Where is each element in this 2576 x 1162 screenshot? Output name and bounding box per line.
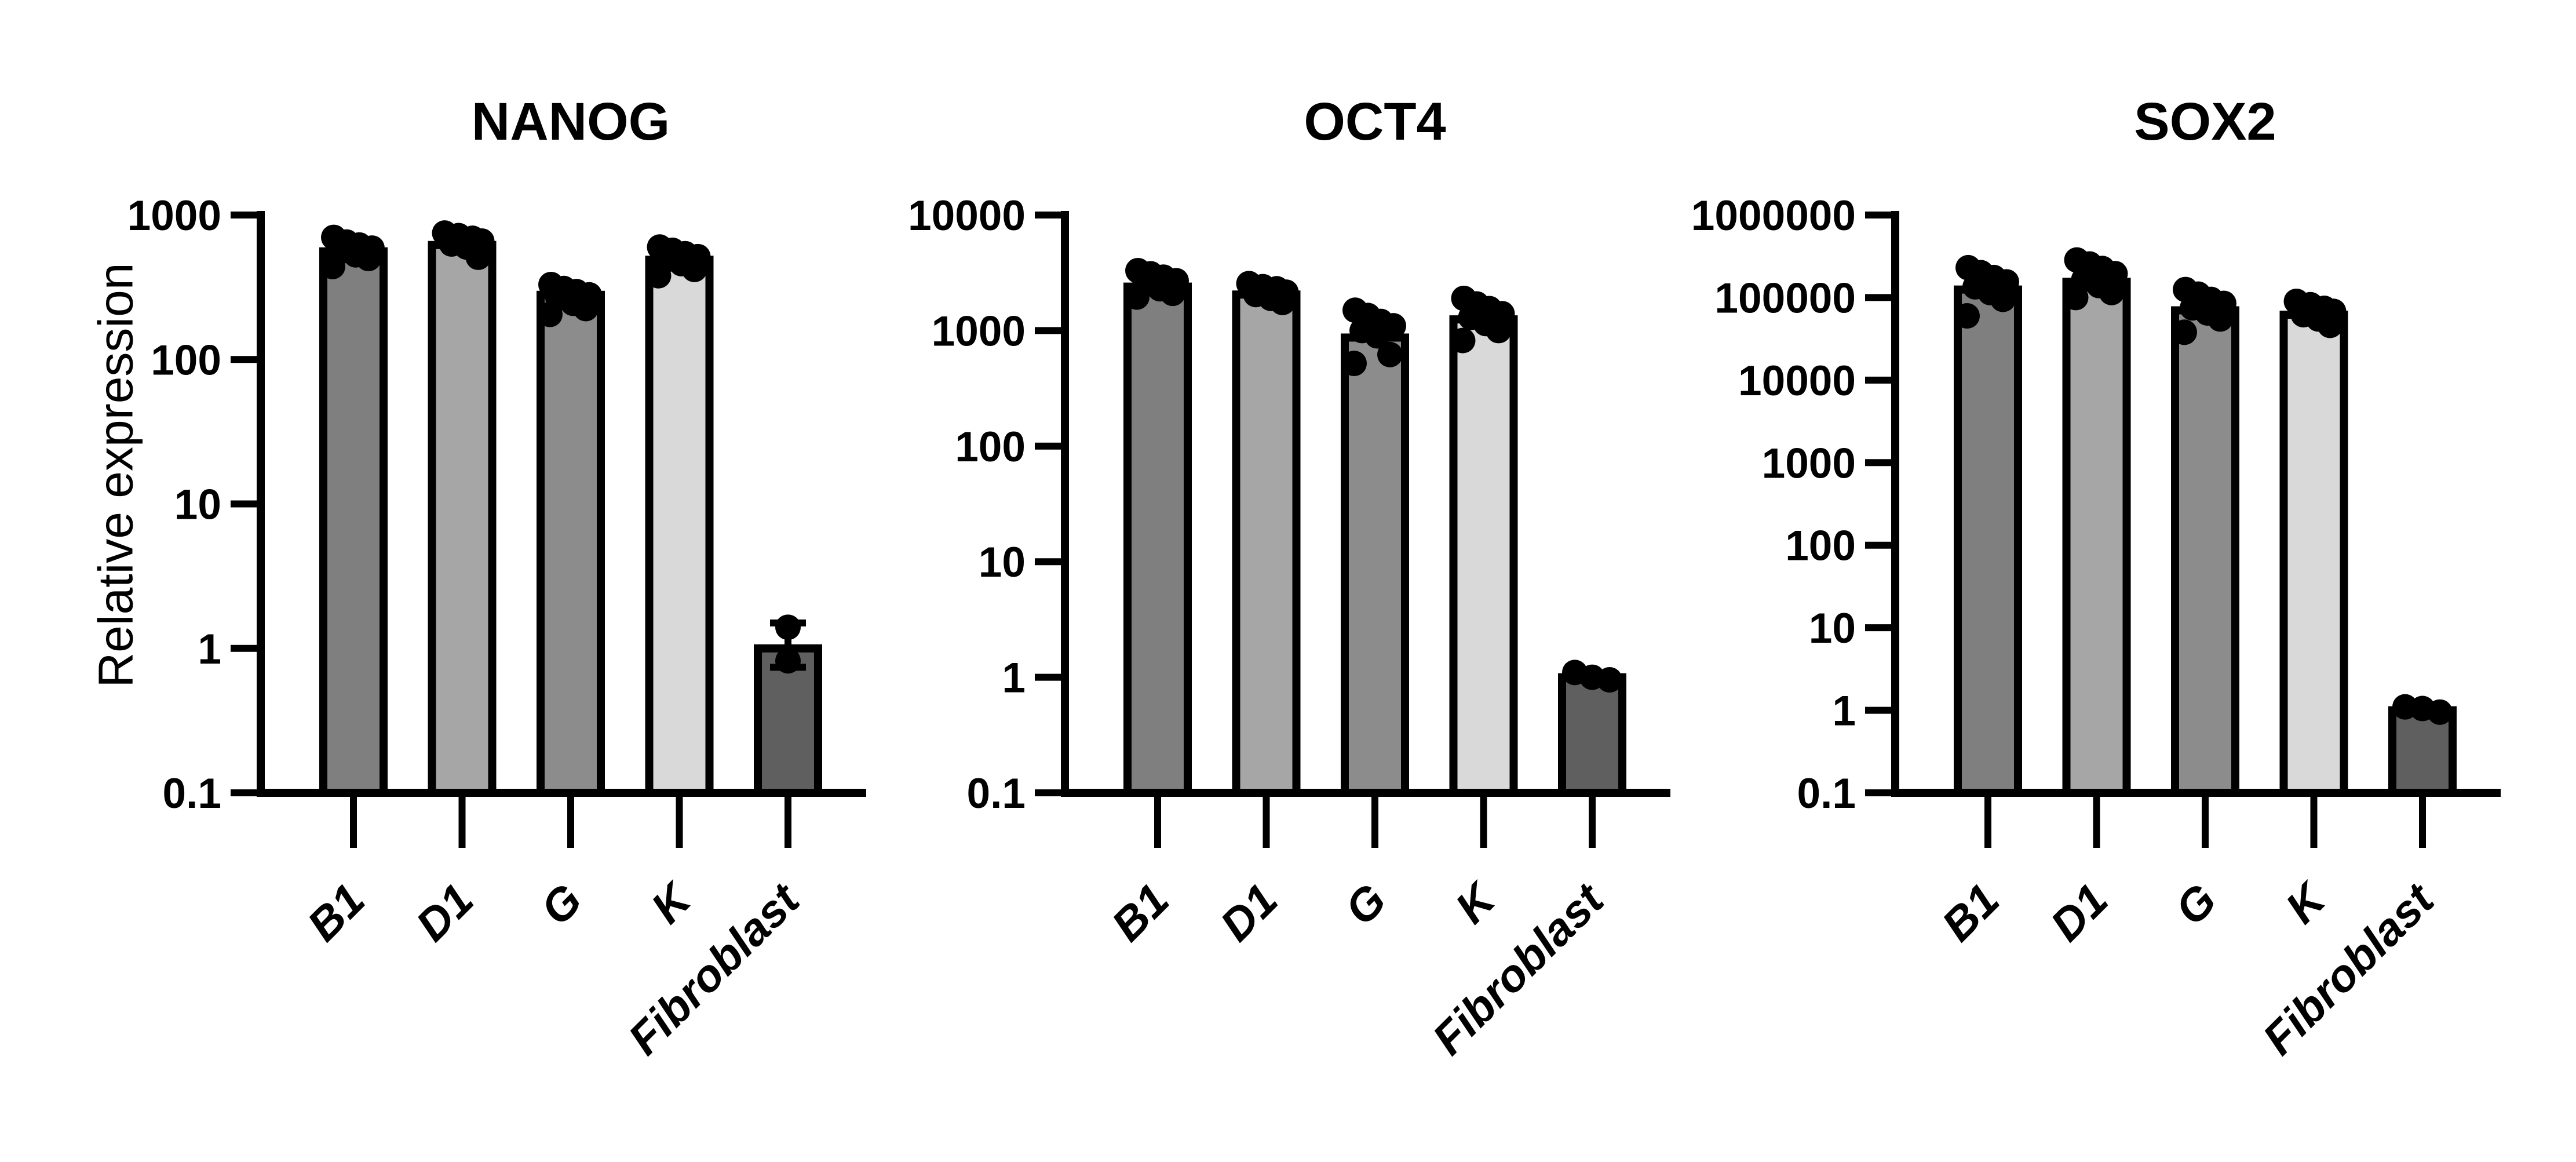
data-point <box>2099 279 2125 305</box>
data-point <box>1954 303 1980 329</box>
x-category-label: K <box>641 872 702 933</box>
y-tick-label: 0.1 <box>967 770 1026 817</box>
y-tick-label: 10 <box>174 482 221 529</box>
bar-nanog-b1 <box>319 247 388 797</box>
x-category-label: K <box>1445 872 1506 933</box>
bar-nanog-d1 <box>428 241 497 797</box>
bar-sox2-b1 <box>1954 285 2022 797</box>
bar-nanog-g <box>537 290 605 797</box>
y-tick-label: 1000 <box>127 192 221 239</box>
data-point <box>1377 341 1403 367</box>
y-tick-label: 0.1 <box>1797 770 1856 817</box>
data-point <box>537 301 563 327</box>
data-point <box>1990 286 2016 312</box>
data-point <box>356 246 381 272</box>
y-tick-label: 100000 <box>1714 275 1856 322</box>
bar-oct4-fibroblast <box>1558 673 1626 797</box>
y-tick-label: 1 <box>1002 655 1026 702</box>
x-category-label: D1 <box>1210 874 1287 951</box>
data-point <box>1364 323 1390 349</box>
data-point <box>2317 312 2343 338</box>
y-tick-label: 1000 <box>1762 440 1856 487</box>
data-point <box>1124 284 1150 310</box>
y-tick-label: 10 <box>1809 605 1856 652</box>
chart-title-nanog: NANOG <box>471 92 670 151</box>
data-point <box>465 244 491 270</box>
data-point <box>1269 289 1296 315</box>
y-tick-label: 1 <box>1832 688 1856 735</box>
bar-oct4-k <box>1449 315 1518 797</box>
bar-sox2-d1 <box>2062 278 2131 797</box>
data-point <box>2427 699 2453 725</box>
data-point <box>1341 351 1367 377</box>
y-tick-label: 100 <box>955 424 1026 471</box>
y-tick-label: 100 <box>151 337 221 384</box>
data-point <box>645 263 672 289</box>
data-point <box>2172 319 2197 345</box>
y-tick-label: 10000 <box>908 192 1026 239</box>
data-point <box>775 614 801 640</box>
bar-oct4-d1 <box>1232 290 1301 797</box>
y-tick-label: 10000 <box>1738 358 1856 405</box>
data-point <box>681 256 707 282</box>
y-tick-label: 0.1 <box>163 770 221 817</box>
x-category-label: B1 <box>297 874 374 951</box>
y-tick-label: 1 <box>198 626 221 673</box>
y-tick-label: 1000000 <box>1691 192 1856 239</box>
x-category-label: G <box>531 874 592 935</box>
data-point <box>1160 281 1185 307</box>
data-point <box>2063 285 2089 311</box>
x-category-label: G <box>1335 874 1396 935</box>
x-category-label: D1 <box>406 874 483 951</box>
data-point <box>320 253 345 279</box>
x-category-label: B1 <box>1101 874 1178 951</box>
bar-sox2-k <box>2279 310 2348 797</box>
data-point <box>1450 327 1476 354</box>
y-tick-label: 100 <box>1785 523 1856 570</box>
bar-oct4-g <box>1341 333 1409 797</box>
bar-oct4-b1 <box>1123 282 1192 797</box>
bar-sox2-g <box>2171 306 2239 797</box>
x-category-label: G <box>2165 874 2226 935</box>
data-point <box>775 648 801 674</box>
y-tick-label: 1000 <box>932 308 1026 355</box>
bar-nanog-k <box>645 256 714 797</box>
x-category-label: B1 <box>1932 874 2009 951</box>
x-category-label: K <box>2275 872 2337 933</box>
data-point <box>1597 667 1622 693</box>
chart-title-oct4: OCT4 <box>1304 92 1446 151</box>
x-category-label: D1 <box>2041 874 2118 951</box>
chart-title-sox2: SOX2 <box>2134 92 2276 151</box>
data-point <box>573 296 599 322</box>
y-tick-label: 10 <box>979 539 1026 586</box>
data-point <box>2208 306 2233 332</box>
data-point <box>1486 318 1512 344</box>
